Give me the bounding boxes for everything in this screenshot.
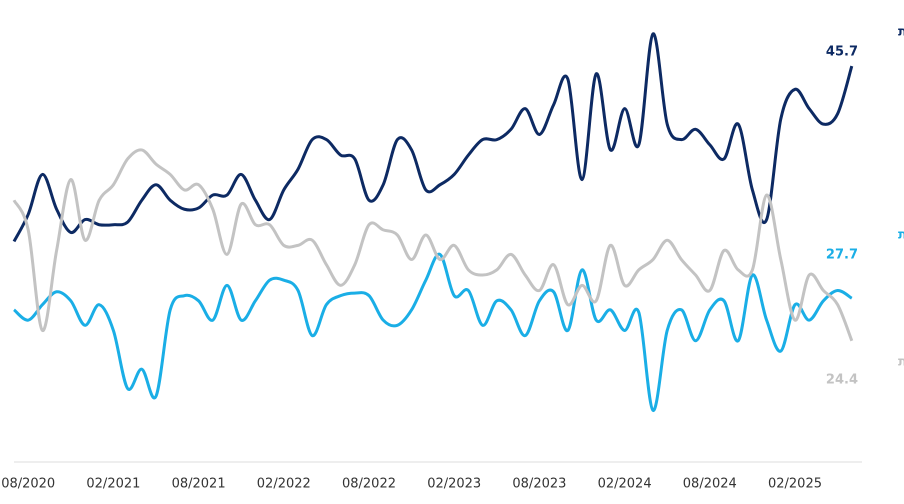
x-tick-label: 08/2021	[172, 477, 226, 492]
value-label: 45.7	[826, 45, 858, 60]
legend-label: הכנסות>הוצאות	[898, 228, 904, 243]
x-tick-label: 08/2022	[342, 477, 396, 492]
x-tick-label: 08/2020	[1, 477, 55, 492]
x-tick-label: 02/2022	[257, 477, 311, 492]
legend-label: הכנסות=הוצאות	[898, 25, 904, 40]
series-line	[12, 32, 854, 243]
series-line	[12, 148, 854, 342]
legend-label: הכנסות<הוצאות	[898, 354, 904, 369]
x-tick-label: 02/2025	[768, 477, 822, 492]
value-label: 24.4	[826, 372, 858, 387]
x-tick-label: 02/2021	[86, 477, 140, 492]
x-tick-label: 02/2024	[598, 477, 652, 492]
series-line	[13, 252, 853, 412]
x-tick-label: 08/2023	[512, 477, 566, 492]
x-tick-label: 02/2023	[427, 477, 481, 492]
x-tick-label: 08/2024	[683, 477, 737, 492]
value-label: 27.7	[826, 248, 858, 263]
